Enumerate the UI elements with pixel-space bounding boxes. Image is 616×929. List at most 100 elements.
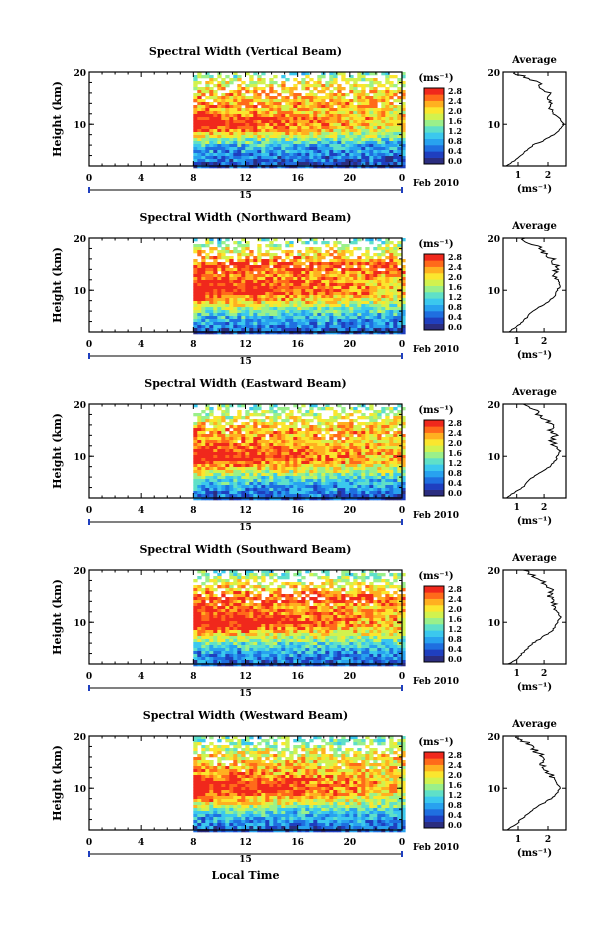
- heatmap-cell: [273, 262, 278, 266]
- heatmap-cell: [197, 108, 202, 112]
- heatmap-cell: [297, 416, 302, 420]
- heatmap-cell: [397, 307, 402, 311]
- heatmap-cell: [389, 322, 394, 326]
- heatmap-cell: [313, 144, 318, 148]
- heatmap-cell: [369, 138, 374, 142]
- heatmap-cell: [349, 141, 354, 145]
- heatmap-cell: [401, 440, 406, 444]
- heatmap-cell: [249, 165, 254, 169]
- heatmap-cell: [229, 147, 234, 151]
- heatmap-cell: [393, 129, 398, 133]
- heatmap-cell: [301, 458, 306, 462]
- heatmap-cell: [393, 144, 398, 148]
- heatmap-cell: [241, 322, 246, 326]
- heatmap-cell: [233, 165, 238, 169]
- heatmap-cell: [265, 132, 270, 136]
- heatmap-cell: [237, 325, 242, 329]
- heatmap-cell: [333, 295, 338, 299]
- heatmap-cell: [285, 416, 290, 420]
- day-label: 15: [239, 357, 252, 367]
- heatmap-cell: [245, 322, 250, 326]
- heatmap-cell: [249, 455, 254, 459]
- heatmap-cell: [297, 410, 302, 414]
- heatmap-cell: [337, 165, 342, 169]
- heatmap-cell: [225, 102, 230, 106]
- heatmap-cell: [365, 310, 370, 314]
- heatmap-cell: [209, 464, 214, 468]
- heatmap-cell: [401, 102, 406, 106]
- heatmap-cell: [329, 455, 334, 459]
- heatmap-cell: [277, 407, 282, 411]
- heatmap-cell: [289, 455, 294, 459]
- heatmap-cell: [381, 455, 386, 459]
- heatmap-cell: [337, 434, 342, 438]
- heatmap-cell: [377, 150, 382, 154]
- heatmap-cell: [201, 645, 206, 649]
- heatmap-cell: [341, 488, 346, 492]
- heatmap-cell: [341, 313, 346, 317]
- heatmap-cell: [345, 78, 350, 82]
- heatmap-cell: [237, 431, 242, 435]
- heatmap-cell: [241, 437, 246, 441]
- heatmap-cell: [373, 488, 378, 492]
- heatmap-cell: [309, 78, 314, 82]
- heatmap-cell: [285, 289, 290, 293]
- heatmap-cell: [301, 449, 306, 453]
- heatmap-cell: [205, 455, 210, 459]
- heatmap-cell: [369, 156, 374, 160]
- heatmap-cell: [213, 470, 218, 474]
- heatmap-cell: [265, 473, 270, 477]
- heatmap-cell: [289, 422, 294, 426]
- heatmap-cell: [277, 265, 282, 269]
- heatmap-cell: [381, 428, 386, 432]
- heatmap-cell: [213, 262, 218, 266]
- heatmap-cell: [285, 277, 290, 281]
- heatmap-cell: [273, 295, 278, 299]
- heatmap-cell: [393, 416, 398, 420]
- heatmap-cell: [305, 449, 310, 453]
- heatmap-cell: [393, 120, 398, 124]
- heatmap-cell: [309, 491, 314, 495]
- heatmap-cell: [345, 488, 350, 492]
- heatmap-cell: [353, 117, 358, 121]
- heatmap-cell: [381, 156, 386, 160]
- heatmap-cell: [225, 141, 230, 145]
- heatmap-cell: [241, 87, 246, 91]
- heatmap-cell: [361, 147, 366, 151]
- heatmap-cell: [289, 277, 294, 281]
- heatmap-cell: [293, 105, 298, 109]
- heatmap-cell: [261, 425, 266, 429]
- heatmap-cell: [193, 615, 198, 619]
- heatmap-cell: [225, 135, 230, 139]
- heatmap-cell: [361, 286, 366, 290]
- heatmap-cell: [233, 126, 238, 130]
- heatmap-cell: [213, 135, 218, 139]
- heatmap-cell: [341, 331, 346, 335]
- heatmap-cell: [197, 443, 202, 447]
- heatmap-cell: [309, 256, 314, 260]
- heatmap-cell: [205, 262, 210, 266]
- heatmap-cell: [325, 404, 330, 408]
- heatmap-cell: [261, 482, 266, 486]
- heatmap-cell: [397, 467, 402, 471]
- heatmap-cell: [309, 434, 314, 438]
- heatmap-cell: [369, 280, 374, 284]
- heatmap-cell: [225, 165, 230, 169]
- heatmap-cell: [333, 446, 338, 450]
- heatmap-cell: [397, 416, 402, 420]
- heatmap-cell: [329, 93, 334, 97]
- heatmap-cell: [349, 479, 354, 483]
- heatmap-cell: [353, 467, 358, 471]
- heatmap-cell: [213, 78, 218, 82]
- heatmap-cell: [261, 431, 266, 435]
- heatmap-cell: [265, 93, 270, 97]
- heatmap-cell: [381, 84, 386, 88]
- heatmap-cell: [249, 265, 254, 269]
- colorbar-swatch: [424, 138, 444, 146]
- heatmap-cell: [285, 328, 290, 332]
- heatmap-cell: [365, 292, 370, 296]
- heatmap-cell: [365, 407, 370, 411]
- heatmap-cell: [277, 268, 282, 272]
- heatmap-cell: [257, 292, 262, 296]
- heatmap-cell: [213, 434, 218, 438]
